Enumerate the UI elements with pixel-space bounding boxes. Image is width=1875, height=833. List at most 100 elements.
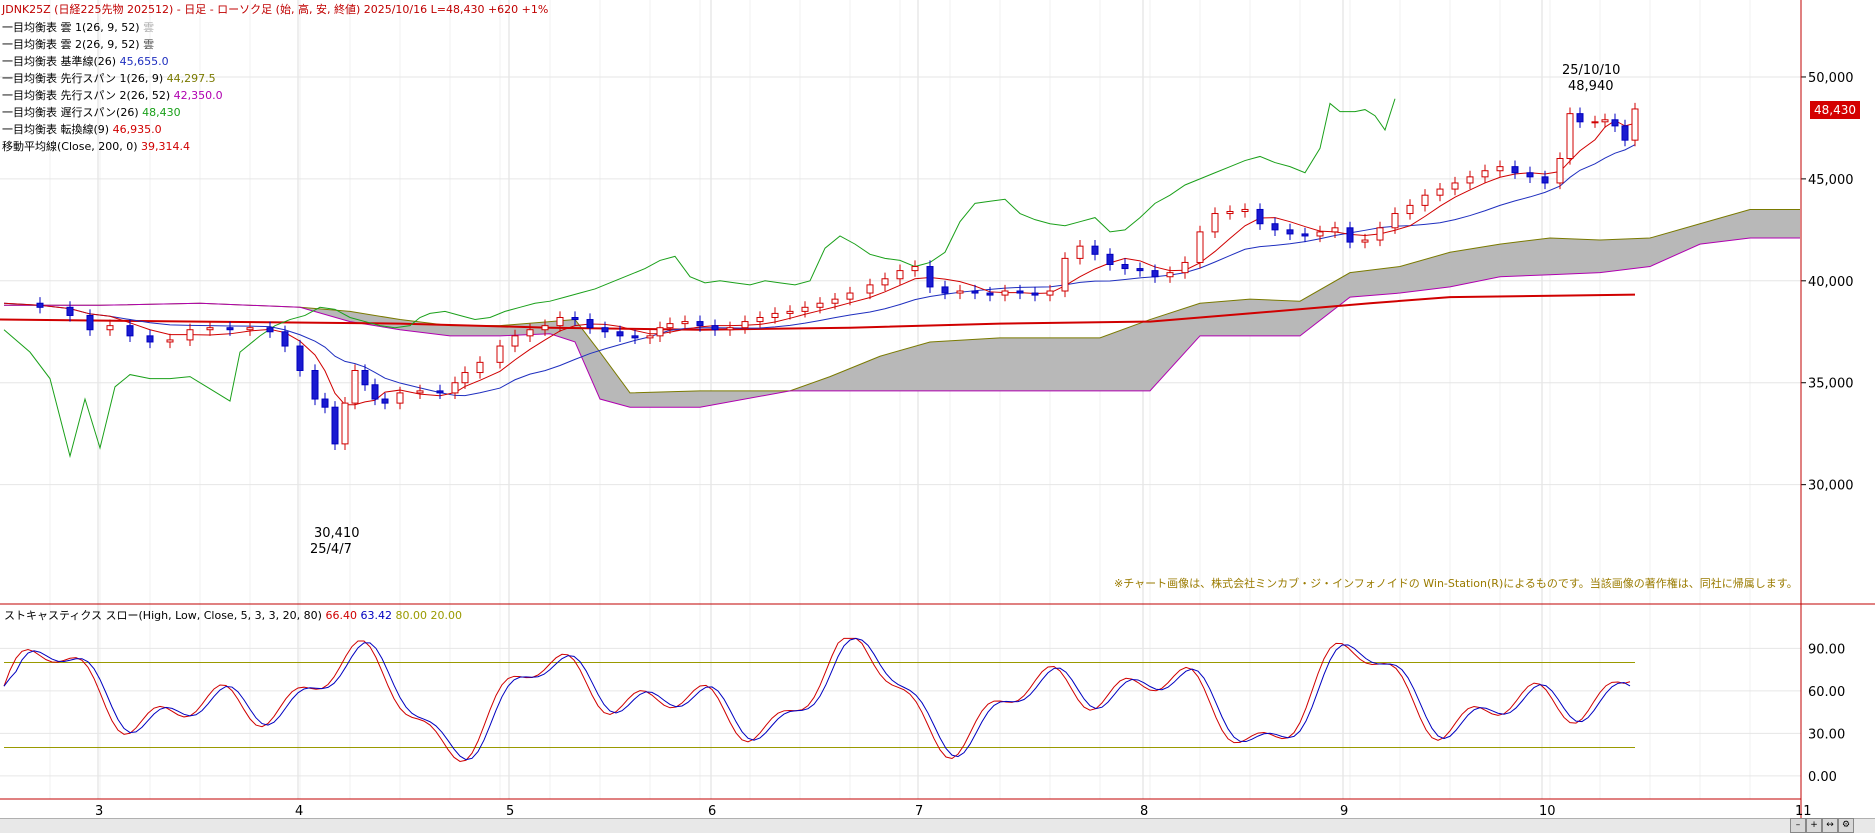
indicator-label: 移動平均線(Close, 200, 0) — [2, 140, 142, 153]
candle-body — [1001, 290, 1009, 296]
candle-body — [1181, 261, 1189, 274]
zoom-in-icon[interactable]: + — [1806, 818, 1822, 833]
candle-body — [146, 335, 154, 343]
stochastic-label: ストキャスティクス スロー(High, Low, Close, 5, 3, 3,… — [4, 609, 322, 622]
cloud-segment — [930, 337, 1000, 391]
candle-body — [1106, 253, 1114, 266]
y-tick-label: 35,000 — [1808, 377, 1854, 392]
chart-title: JDNK25Z (日経225先物 202512) - 日足 - ローソク足 (始… — [2, 3, 549, 16]
indicator-value: 42,350.0 — [173, 89, 223, 102]
candle-body — [66, 306, 74, 316]
indicator-row: 移動平均線(Close, 200, 0) 39,314.4 — [2, 138, 190, 155]
indicator-row: 一目均衡表 転換線(9) 46,935.0 — [2, 121, 162, 138]
cloud-segment — [575, 319, 600, 400]
candle-body — [1151, 270, 1159, 278]
candle-body — [416, 390, 424, 394]
candle-body — [1556, 158, 1564, 184]
cloud-segment — [450, 325, 500, 336]
candle-body — [36, 302, 44, 308]
candle-body — [1061, 257, 1069, 292]
cloud-segment — [1450, 244, 1500, 287]
cloud-segment — [1200, 299, 1250, 336]
candle-body — [126, 325, 134, 337]
cloud-segment — [400, 319, 450, 336]
x-tick-label: 3 — [95, 804, 103, 819]
candle-body — [846, 292, 854, 300]
tenkan-line — [3, 120, 1636, 406]
settings-icon[interactable]: ⚙ — [1838, 818, 1854, 833]
cloud-segment — [600, 352, 630, 408]
indicator-value: 雲 — [143, 21, 155, 34]
candle-body — [1566, 113, 1574, 159]
indicator-row: 一目均衡表 雲 1(26, 9, 52) 雲 — [2, 19, 154, 36]
candle-body — [711, 325, 719, 331]
cloud-segment — [830, 356, 880, 391]
candle-body — [206, 327, 214, 331]
candle-body — [646, 335, 654, 339]
cloud-segment — [1250, 299, 1300, 336]
stoch-y-tick-label: 60.00 — [1808, 685, 1845, 700]
candle-body — [396, 392, 404, 404]
cloud-segment — [1750, 209, 1800, 238]
cloud-segment — [1350, 266, 1400, 298]
cloud-segment — [1100, 319, 1150, 391]
candle-body — [1211, 213, 1219, 233]
candle-body — [1331, 227, 1339, 233]
indicator-row: 一目均衡表 遅行スパン(26) 48,430 — [2, 104, 181, 121]
scroll-bar[interactable] — [0, 818, 1875, 833]
candle-body — [361, 370, 369, 386]
indicator-row: 一目均衡表 雲 2(26, 9, 52) 雲 — [2, 36, 154, 53]
candle-body — [321, 398, 329, 408]
candle-body — [266, 327, 274, 333]
stoch-y-tick-label: 90.00 — [1808, 642, 1845, 657]
candle-body — [911, 266, 919, 272]
indicator-value: 45,655.0 — [119, 55, 169, 68]
candle-body — [371, 384, 379, 400]
cloud-segment — [880, 341, 930, 391]
candle-body — [351, 370, 359, 404]
candle-body — [1121, 264, 1129, 270]
candle-body — [331, 406, 339, 445]
candle-body — [666, 323, 674, 329]
indicator-row: 一目均衡表 基準線(26) 45,655.0 — [2, 53, 169, 70]
indicator-label: 一目均衡表 先行スパン 1(26, 9) — [2, 72, 167, 85]
candle-body — [571, 317, 579, 321]
candle-body — [1436, 188, 1444, 196]
chikou-line — [3, 98, 1396, 459]
candle-body — [631, 335, 639, 339]
indicator-value: 46,935.0 — [112, 123, 162, 136]
candle-body — [956, 290, 964, 294]
candle-body — [1621, 125, 1629, 141]
indicator-label: 一目均衡表 遅行スパン(26) — [2, 106, 143, 119]
candle-body — [556, 317, 564, 327]
candle-body — [1376, 227, 1384, 241]
candle-body — [896, 270, 904, 280]
candle-body — [1591, 121, 1599, 124]
stoch-d-line — [3, 637, 1631, 761]
candle-body — [1241, 208, 1249, 212]
candle-body — [1346, 227, 1354, 243]
candle-body — [1451, 182, 1459, 190]
candle-body — [881, 278, 889, 286]
indicator-value: 雲 — [143, 38, 155, 51]
zoom-out-icon[interactable]: – — [1790, 818, 1806, 833]
cloud-segment — [1550, 238, 1600, 275]
candle-body — [496, 345, 504, 363]
x-tick-label: 8 — [1140, 804, 1148, 819]
candle-body — [586, 319, 594, 329]
candle-body — [311, 370, 319, 400]
fit-icon[interactable]: ↔ — [1822, 818, 1838, 833]
candle-body — [1526, 172, 1534, 178]
candle-body — [1166, 272, 1174, 278]
low-date-label: 25/4/7 — [310, 542, 352, 557]
candle-body — [526, 329, 534, 337]
candle-body — [461, 372, 469, 384]
candle-body — [1496, 166, 1504, 172]
y-tick-label: 40,000 — [1808, 275, 1854, 290]
candle-body — [771, 312, 779, 318]
cloud-segment — [1600, 238, 1650, 273]
y-tick-label: 30,000 — [1808, 479, 1854, 494]
x-tick-label: 10 — [1539, 804, 1556, 819]
cloud-segment — [1300, 272, 1350, 336]
candle-body — [1046, 290, 1054, 296]
